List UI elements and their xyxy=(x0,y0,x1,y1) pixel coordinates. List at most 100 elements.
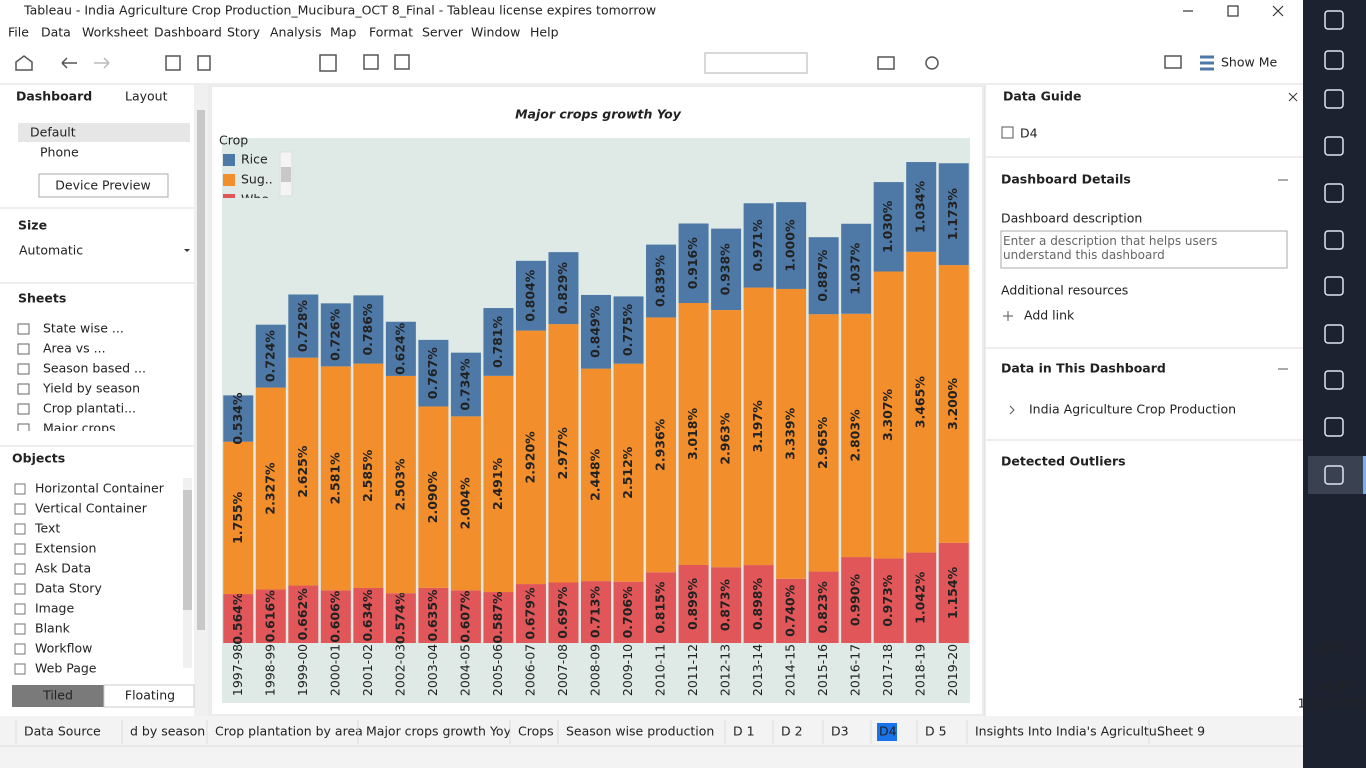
menu-item[interactable]: File xyxy=(8,25,29,40)
sheet-tab[interactable]: D3 xyxy=(831,724,849,739)
menu-item[interactable]: Help xyxy=(530,25,559,40)
sheet-tab[interactable]: D 2 xyxy=(781,724,803,739)
sheet-tab[interactable]: Sheet 9 xyxy=(1157,724,1205,739)
menu-item[interactable]: Map xyxy=(330,25,356,40)
taskbar-icon[interactable] xyxy=(1324,10,1344,30)
legend-entry[interactable]: Rice xyxy=(241,152,268,167)
guide-close[interactable] xyxy=(1288,92,1298,102)
taskbar-icon[interactable] xyxy=(1324,276,1344,296)
description-box[interactable] xyxy=(1000,230,1288,269)
object-item[interactable]: Text xyxy=(34,521,60,536)
sheet-tab[interactable]: D 1 xyxy=(733,724,755,739)
taskbar-icon[interactable] xyxy=(1324,183,1344,203)
sheet-item[interactable]: Crop plantati... xyxy=(43,401,136,416)
data-source-link[interactable]: India Agriculture Crop Production xyxy=(1029,402,1236,417)
clear-icon[interactable] xyxy=(394,54,410,70)
save-icon[interactable] xyxy=(165,55,181,71)
panel-tab[interactable]: Dashboard xyxy=(16,89,92,104)
object-item[interactable]: Web Page xyxy=(35,661,97,676)
sheet-item[interactable]: Season based ... xyxy=(43,361,146,376)
show-me[interactable]: Show Me xyxy=(1221,55,1277,70)
bar-segment xyxy=(353,295,384,364)
bar-segment xyxy=(743,565,774,643)
object-item[interactable]: Image xyxy=(35,601,74,616)
legend-entry[interactable]: Sug.. xyxy=(241,172,273,187)
forward-icon[interactable] xyxy=(94,57,110,69)
menu-item[interactable]: Format xyxy=(369,25,413,40)
home-icon[interactable] xyxy=(15,55,33,71)
menu-item[interactable]: Data xyxy=(41,25,71,40)
menu-item[interactable]: Dashboard xyxy=(154,25,222,40)
panel-tab[interactable]: Layout xyxy=(125,89,168,104)
object-item[interactable]: Blank xyxy=(35,621,71,636)
guide-heading: Detected Outliers xyxy=(1001,454,1126,469)
presentation-icon[interactable] xyxy=(877,56,895,70)
sheet-tab[interactable]: Insights Into India's Agricultu... xyxy=(975,724,1169,739)
sheet-tab[interactable]: d by season xyxy=(130,724,205,739)
sheet-item[interactable]: Yield by season xyxy=(42,381,140,396)
datasource-icon[interactable] xyxy=(197,55,211,71)
format-icon[interactable] xyxy=(1164,55,1182,69)
taskbar-icon[interactable] xyxy=(1324,370,1344,390)
object-item[interactable]: Ask Data xyxy=(35,561,91,576)
close[interactable] xyxy=(1272,5,1284,17)
sheet-item[interactable]: Area vs ... xyxy=(43,341,106,356)
device-item[interactable]: Phone xyxy=(40,145,79,160)
value-label: 2.503% xyxy=(392,458,407,511)
bar-segment xyxy=(581,581,611,643)
sheet-tab[interactable]: Crops xyxy=(518,724,554,739)
objects-scroll-thumb[interactable] xyxy=(183,490,192,610)
new-sheet-icon[interactable] xyxy=(319,54,337,72)
toggle-label[interactable]: Floating xyxy=(125,688,175,703)
taskbar-icon[interactable] xyxy=(1324,136,1344,156)
bar-segment xyxy=(450,352,481,417)
object-item[interactable]: Workflow xyxy=(35,641,92,656)
bar-segment xyxy=(613,581,644,643)
toggle-label[interactable]: Tiled xyxy=(42,688,73,703)
add-link[interactable]: Add link xyxy=(1024,308,1075,323)
device-preview-label[interactable]: Device Preview xyxy=(55,178,150,193)
sheet-item[interactable]: State wise ... xyxy=(43,321,124,336)
duplicate-icon[interactable] xyxy=(363,54,379,70)
taskbar-icon[interactable] xyxy=(1324,230,1344,250)
size-dropdown[interactable]: Automatic xyxy=(19,243,83,258)
taskbar-icon[interactable] xyxy=(1324,417,1344,437)
device-preview-btn[interactable] xyxy=(38,173,169,198)
expand-arrow[interactable] xyxy=(1009,405,1015,415)
sheet-tab[interactable]: D4 xyxy=(879,724,897,739)
share-icon[interactable] xyxy=(925,56,939,70)
back-icon[interactable] xyxy=(61,57,77,69)
object-item[interactable]: Vertical Container xyxy=(35,501,148,516)
floating-btn[interactable] xyxy=(103,684,195,708)
sheet-tab[interactable]: Season wise production xyxy=(566,724,714,739)
bar-segment xyxy=(418,406,449,588)
taskbar-icon[interactable] xyxy=(1324,50,1344,70)
object-item[interactable]: Data Story xyxy=(35,581,102,596)
taskbar-icon[interactable] xyxy=(1324,89,1344,109)
sheet-tab[interactable]: Crop plantation by area xyxy=(215,724,363,739)
showme-icon[interactable] xyxy=(1200,55,1214,71)
legend-scroll-thumb[interactable] xyxy=(281,167,291,182)
sheet-tab[interactable]: Data Source xyxy=(24,724,101,739)
left-scroll-thumb[interactable] xyxy=(197,110,205,630)
menu-item[interactable]: Window xyxy=(471,25,520,40)
sheet-tab[interactable]: Major crops growth Yoy xyxy=(366,724,512,739)
menu-item[interactable]: Server xyxy=(422,25,464,40)
object-item[interactable]: Horizontal Container xyxy=(35,481,165,496)
toolbar-icons[interactable] xyxy=(15,52,1214,74)
fit-dropdown[interactable] xyxy=(704,52,808,74)
object-item[interactable]: Extension xyxy=(35,541,96,556)
taskbar-icon[interactable] xyxy=(1324,324,1344,344)
sheet-item[interactable]: Major crops xyxy=(43,421,116,436)
maximize[interactable] xyxy=(1227,5,1239,17)
window-controls[interactable] xyxy=(1183,5,1284,17)
menu-item[interactable]: Worksheet xyxy=(82,25,148,40)
tiled-btn[interactable] xyxy=(12,685,104,707)
taskbar-icon[interactable] xyxy=(1324,465,1344,485)
menu-item[interactable]: Story xyxy=(227,25,261,40)
menu-item[interactable]: Analysis xyxy=(270,25,322,40)
sheet-tab[interactable]: D 5 xyxy=(925,724,947,739)
device-item[interactable]: Default xyxy=(30,125,76,140)
legend-entry[interactable]: Whe.. xyxy=(241,192,277,207)
value-label: 0.916% xyxy=(685,237,700,290)
